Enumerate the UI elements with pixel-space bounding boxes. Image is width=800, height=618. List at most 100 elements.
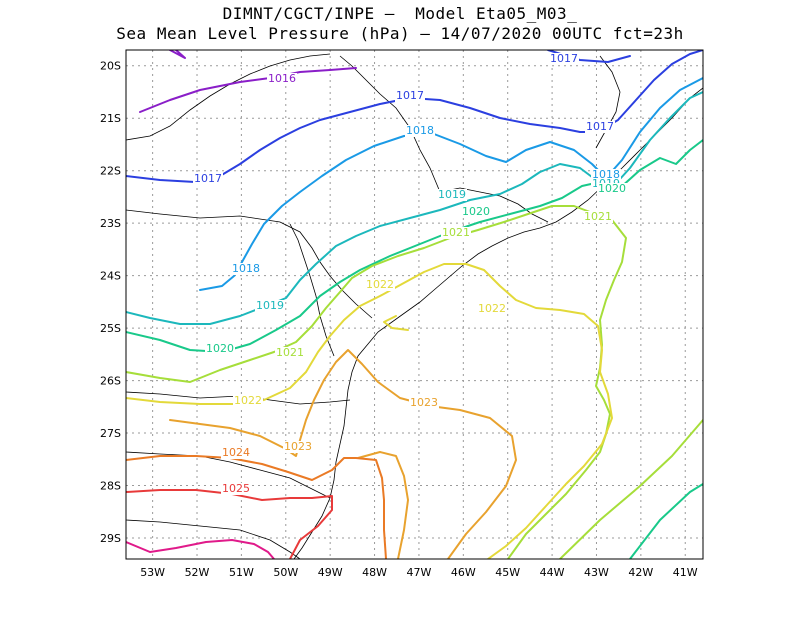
isobar-label-1020: 1020 <box>462 205 490 218</box>
isobar-1023 <box>357 451 409 559</box>
title-line-1: DIMNT/CGCT/INPE – Model Eta05_M03_ <box>222 4 578 23</box>
lon-tick-label: 48W <box>362 566 387 579</box>
isobar-1024 <box>126 455 387 559</box>
state-border-ms <box>126 53 331 141</box>
state-border-sc-rs <box>126 451 331 499</box>
lon-tick-label: 47W <box>407 566 432 579</box>
isobar-label-bg <box>275 347 305 359</box>
lat-tick-label: 28S <box>100 480 121 493</box>
lat-tick-label: 29S <box>100 532 121 545</box>
isobar-label-1025: 1025 <box>222 482 250 495</box>
isobar-label-bg <box>193 173 223 185</box>
isobar-1016 <box>139 67 357 113</box>
isobar-label-bg <box>409 397 439 409</box>
isobar-label-bg <box>549 53 579 65</box>
isobar-label-bg <box>233 395 263 407</box>
isobar-1018 <box>199 77 703 291</box>
isobar-label-1020: 1020 <box>598 182 626 195</box>
isobar-1016 <box>169 50 186 59</box>
lat-tick-label: 22S <box>100 165 121 178</box>
lat-tick-label: 23S <box>100 217 121 230</box>
isobar-label-bg <box>405 125 435 137</box>
isobar-label-1022: 1022 <box>366 278 394 291</box>
latitude-axis: 20S 21S 22S 23S 24S 25S 26S 27S 28S 29S <box>100 60 121 545</box>
state-border-mg <box>339 55 441 193</box>
isobar-label-bg <box>283 441 313 453</box>
isobar-label-bg <box>231 263 261 275</box>
isobar-label-1023: 1023 <box>284 440 312 453</box>
coastline <box>293 87 703 559</box>
isobar-1017 <box>126 50 703 183</box>
isobar-label-1018: 1018 <box>406 124 434 137</box>
isobar-1022 <box>383 315 409 331</box>
lon-tick-label: 50W <box>273 566 298 579</box>
lon-tick-label: 44W <box>540 566 565 579</box>
isobar-labels: 1016 1017 1017 1017 1017 1018 1018 1018 1019 1019… <box>193 52 627 495</box>
isobar-label-bg <box>395 90 425 102</box>
state-border-sp-rj <box>439 187 549 223</box>
isobar-label-1018: 1018 <box>232 262 260 275</box>
isobar-1021 <box>126 205 627 559</box>
isobar-label-1017: 1017 <box>586 120 614 133</box>
isobar-label-bg <box>477 303 507 315</box>
lon-tick-label: 41W <box>673 566 698 579</box>
isobar-label-bg <box>585 121 615 133</box>
lon-tick-label: 45W <box>495 566 520 579</box>
isobar-label-1017: 1017 <box>194 172 222 185</box>
isobar-1019 <box>126 91 703 325</box>
isobar-label-bg <box>267 73 297 85</box>
river-border-west <box>289 223 335 357</box>
lat-tick-label: 24S <box>100 270 121 283</box>
isobar-label-bg <box>437 189 467 201</box>
isobar-1020 <box>629 483 703 559</box>
isobar-label-1021: 1021 <box>276 346 304 359</box>
isobar-label-1019: 1019 <box>438 188 466 201</box>
isobar-label-1023: 1023 <box>410 396 438 409</box>
state-border-argentina <box>126 519 301 559</box>
isobar-label-1016: 1016 <box>268 72 296 85</box>
lat-tick-label: 20S <box>100 60 121 73</box>
isobar-label-bg <box>461 206 491 218</box>
lon-tick-label: 53W <box>140 566 165 579</box>
plot-frame <box>125 49 704 560</box>
lon-tick-label: 51W <box>229 566 254 579</box>
isobar-label-bg <box>583 211 613 223</box>
isobar-label-bg <box>255 300 285 312</box>
isobar-label-bg <box>221 483 251 495</box>
lon-tick-label: 42W <box>628 566 653 579</box>
longitude-axis: 53W 52W 51W 50W 49W 48W 47W 46W 45W 44W 43W 42W 41W <box>140 566 698 579</box>
lat-tick-label: 26S <box>100 375 121 388</box>
state-border-sp-pr <box>126 209 373 319</box>
isobar-label-1020: 1020 <box>206 342 234 355</box>
title-line-2: Sea Mean Level Pressure (hPa) – 14/07/20… <box>116 24 684 43</box>
isobar-label-bg <box>441 227 471 239</box>
isobar-label-bg <box>365 279 395 291</box>
lon-tick-label: 52W <box>185 566 210 579</box>
isobar-label-1018: 1018 <box>592 168 620 181</box>
state-border-es <box>595 55 621 149</box>
isobar-1022 <box>126 263 613 559</box>
isobar-label-bg <box>205 343 235 355</box>
isobar-label-1022: 1022 <box>234 394 262 407</box>
lat-tick-label: 25S <box>100 322 121 335</box>
isobar-label-1021: 1021 <box>584 210 612 223</box>
isobar-1021 <box>559 419 703 559</box>
isobar-unlabeled <box>126 539 275 559</box>
isobar-label-1024: 1024 <box>222 446 250 459</box>
lon-tick-label: 46W <box>451 566 476 579</box>
lat-tick-label: 21S <box>100 112 121 125</box>
isobars <box>126 50 703 559</box>
isobar-label-1021: 1021 <box>442 226 470 239</box>
isobar-label-1017: 1017 <box>396 89 424 102</box>
lat-tick-label: 27S <box>100 427 121 440</box>
isobar-label-1022: 1022 <box>478 302 506 315</box>
isobar-1025 <box>126 489 333 559</box>
lon-tick-label: 49W <box>318 566 343 579</box>
isobar-1023 <box>169 349 517 559</box>
isobar-label-bg <box>221 447 251 459</box>
isobar-label-bg <box>597 183 627 195</box>
isobar-label-1017: 1017 <box>550 52 578 65</box>
isobar-label-1019: 1019 <box>256 299 284 312</box>
lon-tick-label: 43W <box>584 566 609 579</box>
